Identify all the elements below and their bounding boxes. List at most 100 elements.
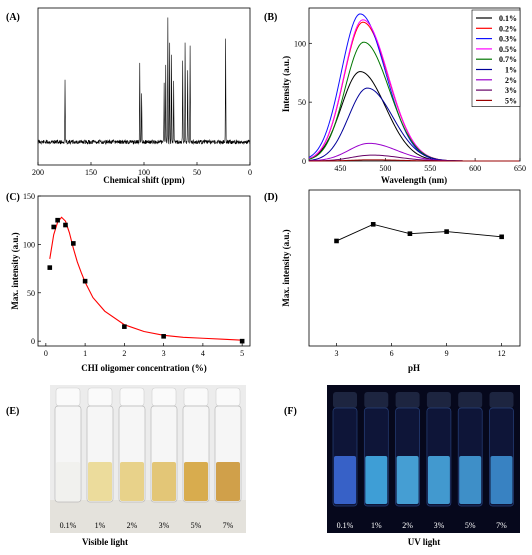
panel-b-x-tick-label-1: 500: [379, 164, 391, 173]
photo-f-vial-glow-5: [490, 456, 513, 504]
panel-b-x-tick-label-4: 650: [514, 164, 526, 173]
panel-f-label: (F): [284, 406, 297, 417]
photo-f-vial-cap-4: [458, 392, 483, 408]
photo-f-vial-label-5: 7%: [496, 521, 507, 530]
panel-d-x-tick-label-3: 12: [498, 349, 506, 358]
photo-e-vial-cap-5: [215, 387, 241, 407]
panel-c-x-axis-title: CHI oligomer concentration (%): [81, 363, 207, 373]
panel-a-x-tick-label-4: 0: [248, 168, 252, 177]
panel-d-point-1: [370, 222, 376, 227]
photo-f-vial-cap-0: [333, 392, 357, 408]
photo-f-vials: 0.1% 1% 2% 3% 5% 7%: [332, 392, 514, 530]
panel-c-point-8: [239, 338, 245, 344]
photo-f-vial-label-3: 3%: [434, 521, 445, 530]
panel-a-x-tick-label-2: 100: [138, 168, 150, 177]
panel-d-point-0: [334, 238, 339, 244]
photo-f-vial-cap-3: [426, 392, 451, 408]
photo-f-vial-label-4: 5%: [465, 521, 476, 530]
panel-b-y-tick-label-1: 50: [298, 98, 306, 107]
photo-e-vial-liquid-5: [216, 462, 240, 501]
panel-b-legend-label-4: 0.7%: [499, 55, 517, 64]
photo-e-vial-liquid-0: [56, 462, 80, 501]
panel-d-point-4: [499, 234, 504, 240]
panel-a-nmr-spectrum: (A) 200 150 100 50 0 Chemical shift (ppm): [6, 7, 252, 185]
panel-c-point-2: [55, 217, 60, 223]
photo-f-vial-glow-4: [459, 456, 482, 504]
panel-a-x-tick-label-0: 200: [32, 168, 44, 177]
panel-c-x-tick-label-0: 0: [44, 349, 48, 358]
panel-a-x-tick-label-3: 50: [193, 168, 201, 177]
panel-d-point-2: [407, 231, 413, 236]
panel-b-legend-label-0: 0.1%: [499, 14, 517, 23]
photo-e-vial-label-5: 7%: [223, 521, 234, 530]
panel-a-x-axis-title: Chemical shift (ppm): [103, 175, 185, 185]
panel-d-frame: [308, 189, 521, 347]
photo-f-vial-glow-3: [427, 456, 450, 504]
photo-e-vial-liquid-2: [120, 462, 144, 501]
photo-e-vial-cap-2: [119, 387, 145, 407]
panel-c-fit-curve: [49, 216, 243, 341]
photo-e-vial-label-0: 0.1%: [60, 521, 77, 530]
panel-d-series-line: [336, 223, 502, 242]
photo-e-vials: 0.1% 1% 2% 3% 5% 7%: [54, 387, 242, 530]
photo-f-vial-label-1: 1%: [371, 521, 382, 530]
panel-c-x-tick-label-4: 4: [201, 349, 205, 358]
panel-b-legend-label-2: 0.3%: [499, 35, 517, 44]
panel-d-label: (D): [264, 192, 278, 203]
photo-e-caption: Visible light: [82, 537, 128, 547]
panel-d-x-tick-label-1: 6: [390, 349, 394, 358]
panel-f-uv-light-photo: (F) 0.1% 1% 2% 3% 5% 7% UV light: [284, 385, 520, 547]
panel-b-legend-label-5: 1%: [505, 66, 517, 75]
photo-e-vial-cap-4: [183, 387, 209, 407]
panel-c-y-tick-label-1: 50: [27, 289, 35, 298]
photo-f-vial-glow-0: [334, 456, 356, 504]
photo-e-vial-label-2: 2%: [127, 521, 138, 530]
panel-d-y-axis-title: Max. intensity (a.u.): [281, 229, 291, 306]
panel-b-y-axis-title: Intensity (a.u.): [281, 56, 291, 112]
photo-f-caption: UV light: [408, 537, 441, 547]
photo-e-vial-cap-0: [55, 387, 81, 407]
photo-e-vial-liquid-1: [88, 462, 112, 501]
panel-c-x-tick-label-5: 5: [240, 349, 244, 358]
panel-c-x-tick-label-1: 1: [83, 349, 87, 358]
panel-c-y-axis-title: Max. intensity (a.u.): [10, 232, 20, 309]
panel-b-x-axis-title: Wavelength (nm): [381, 175, 447, 185]
panel-c-point-1: [51, 224, 57, 230]
panel-c-point-4: [71, 241, 76, 246]
photo-e-vial-liquid-3: [152, 462, 176, 501]
panel-b-legend-label-8: 5%: [505, 96, 517, 105]
panel-c-label: (C): [6, 192, 20, 203]
panel-d-x-tick-label-2: 9: [445, 349, 449, 358]
panel-b-y-tick-label-2: 100: [294, 39, 306, 48]
panel-c-point-5: [82, 278, 88, 284]
panel-b-curve-8: [309, 159, 520, 162]
photo-e-vial-cap-1: [87, 387, 113, 407]
photo-f-background: [327, 385, 520, 533]
panel-a-label: (A): [6, 12, 20, 23]
photo-e-vial-label-1: 1%: [95, 521, 106, 530]
photo-f-vial-cap-2: [395, 392, 420, 408]
panel-b-y-tick-label-0: 0: [302, 157, 306, 166]
panel-c-point-7: [161, 334, 166, 339]
photo-e-vial-cap-3: [151, 387, 177, 407]
panel-d-ph-plot: (D) 3 6 9 12 pH Max. intensity (a.u.): [264, 189, 521, 373]
panel-e-visible-light-photo: (E) 0.1% 1% 2% 3% 5% 7% Visible light: [6, 385, 246, 547]
photo-f-vial-glow-1: [365, 456, 388, 504]
panel-b-curves: [308, 13, 520, 162]
panel-b-x-tick-label-0: 450: [334, 164, 346, 173]
panel-c-y-tick-label-0: 0: [31, 337, 35, 346]
photo-f-vial-cap-5: [489, 392, 514, 408]
panel-b-x-tick-label-2: 550: [424, 164, 436, 173]
photo-f-vial-label-0: 0.1%: [337, 521, 354, 530]
photo-f-vial-label-2: 2%: [402, 521, 413, 530]
panel-b-legend-label-7: 3%: [505, 86, 517, 95]
panel-a-spectrum-line: [37, 17, 251, 145]
panel-c-point-6: [122, 324, 127, 329]
panel-b-legend-label-3: 0.5%: [499, 45, 517, 54]
panel-c-data-points: [47, 217, 245, 344]
panel-c-point-3: [63, 222, 68, 228]
panel-a-x-ticks: 200 150 100 50 0: [32, 162, 252, 177]
panel-e-label: (E): [6, 406, 19, 417]
